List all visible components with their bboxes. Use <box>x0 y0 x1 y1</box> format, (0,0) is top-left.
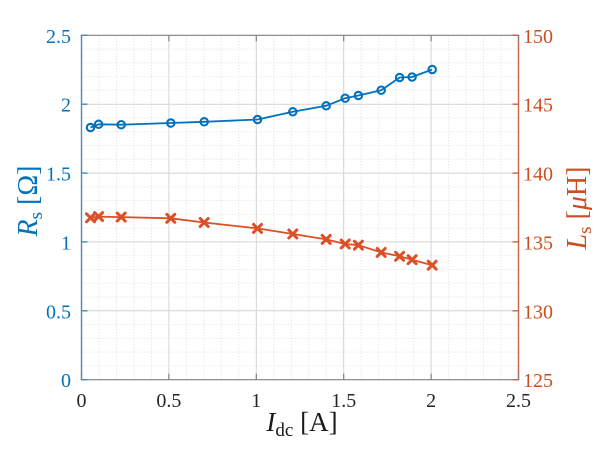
svg-text:150: 150 <box>523 26 553 48</box>
svg-text:145: 145 <box>523 95 553 117</box>
svg-text:2.5: 2.5 <box>46 26 71 48</box>
svg-text:1: 1 <box>251 390 261 412</box>
svg-text:125: 125 <box>523 370 553 392</box>
svg-text:135: 135 <box>523 232 553 254</box>
svg-text:0.5: 0.5 <box>156 390 181 412</box>
svg-text:140: 140 <box>523 164 553 186</box>
svg-text:0.5: 0.5 <box>46 301 71 323</box>
svg-text:Idc [A]: Idc [A] <box>265 407 337 441</box>
svg-text:1.5: 1.5 <box>46 164 71 186</box>
svg-text:0: 0 <box>77 390 87 412</box>
svg-text:2: 2 <box>426 390 436 412</box>
svg-text:1: 1 <box>61 232 71 254</box>
svg-text:Rs [Ω]: Rs [Ω] <box>13 166 47 238</box>
svg-text:Ls [μH]: Ls [μH] <box>562 167 596 251</box>
svg-text:1.5: 1.5 <box>331 390 356 412</box>
svg-text:130: 130 <box>523 301 553 323</box>
svg-text:2.5: 2.5 <box>506 390 531 412</box>
svg-text:0: 0 <box>61 370 71 392</box>
svg-text:2: 2 <box>61 95 71 117</box>
